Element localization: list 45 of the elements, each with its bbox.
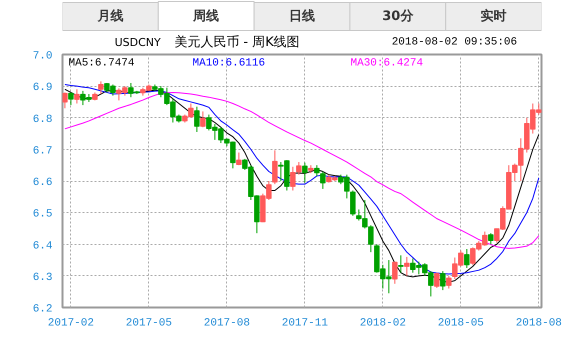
text: MA30:6.4274: [350, 58, 424, 70]
y-tick-label: 6.6: [32, 177, 53, 189]
y-tick-label: 6.5: [32, 208, 53, 221]
candlestick: [404, 256, 410, 276]
y-tick-label: 6.7: [32, 145, 53, 158]
text: 月线: [96, 9, 124, 24]
candlestick: [392, 261, 398, 284]
candlestick: [440, 270, 446, 291]
y-tick-label: 6.3: [32, 272, 53, 284]
text: 实时: [480, 8, 507, 24]
y-tick-label: 6.2: [32, 304, 53, 316]
x-tick-label: 2017-11: [282, 318, 328, 330]
y-tick-label: 6.4: [32, 240, 53, 252]
candlestick: [446, 275, 452, 290]
candlestick: [98, 80, 104, 95]
candlestick: [200, 110, 206, 128]
y-tick-label: 6.9: [32, 82, 53, 94]
candlestick: [398, 254, 404, 274]
text: 2018-08-02 09:35:06: [392, 36, 518, 48]
y-tick-label: 6.8: [32, 114, 53, 126]
candlestick: [68, 92, 74, 106]
series-label: MA5:6.7474: [68, 58, 135, 70]
text: MA10:6.6116: [192, 58, 266, 70]
text: USDCNY: [114, 36, 162, 49]
text: 30分: [382, 9, 414, 24]
text: 日线: [289, 9, 315, 24]
candlestick: [272, 150, 278, 185]
candlestick: [194, 106, 200, 132]
candlestick: [62, 92, 68, 109]
x-tick-label: 2017-02: [48, 318, 94, 330]
candlestick: [236, 152, 242, 166]
candlestick: [302, 162, 308, 184]
x-tick-label: 2018-08: [516, 318, 562, 330]
x-tick-label: 2018-02: [360, 318, 406, 330]
candlestick: [74, 88, 80, 104]
y-tick-label: 7.0: [32, 50, 53, 62]
x-tick-label: 2017-08: [204, 318, 250, 330]
text: 周线: [192, 9, 220, 24]
x-tick-label: 2017-05: [126, 318, 172, 330]
candlestick: [434, 272, 440, 288]
x-tick-label: 2018-05: [438, 318, 484, 330]
candlestick: [350, 190, 356, 216]
candlestick: [464, 248, 470, 268]
chart-title: 美元人民币 - 周K线图: [174, 34, 300, 50]
candlestick: [488, 232, 494, 245]
